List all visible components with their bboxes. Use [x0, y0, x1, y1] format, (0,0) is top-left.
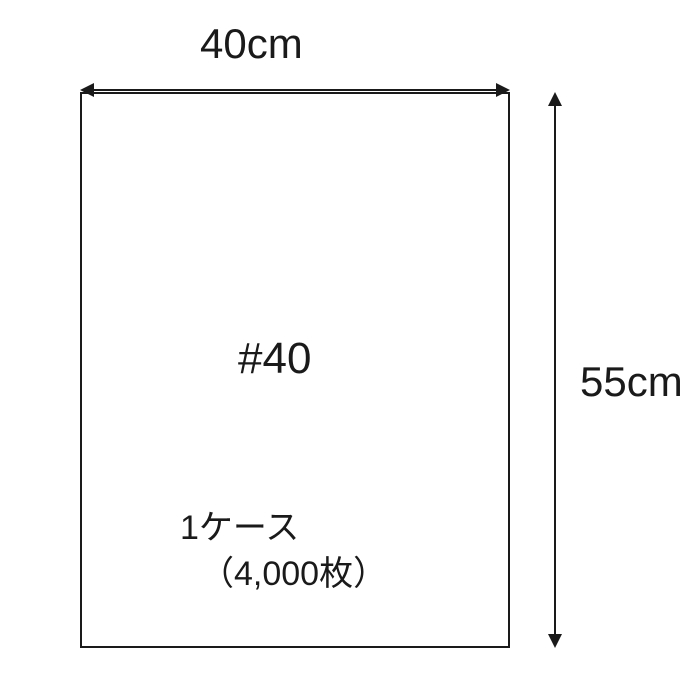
height-dimension-label: 55cm — [580, 358, 683, 406]
width-dimension-label: 40cm — [200, 20, 303, 68]
height-dimension-arrow — [545, 92, 565, 648]
case-label-line2: （4,000枚） — [200, 546, 387, 595]
diagram-container: 40cm 55cm #40 1ケース （4,000枚） — [0, 0, 700, 700]
case-label-line1: 1ケース — [180, 500, 299, 549]
product-number-label: #40 — [238, 334, 311, 384]
